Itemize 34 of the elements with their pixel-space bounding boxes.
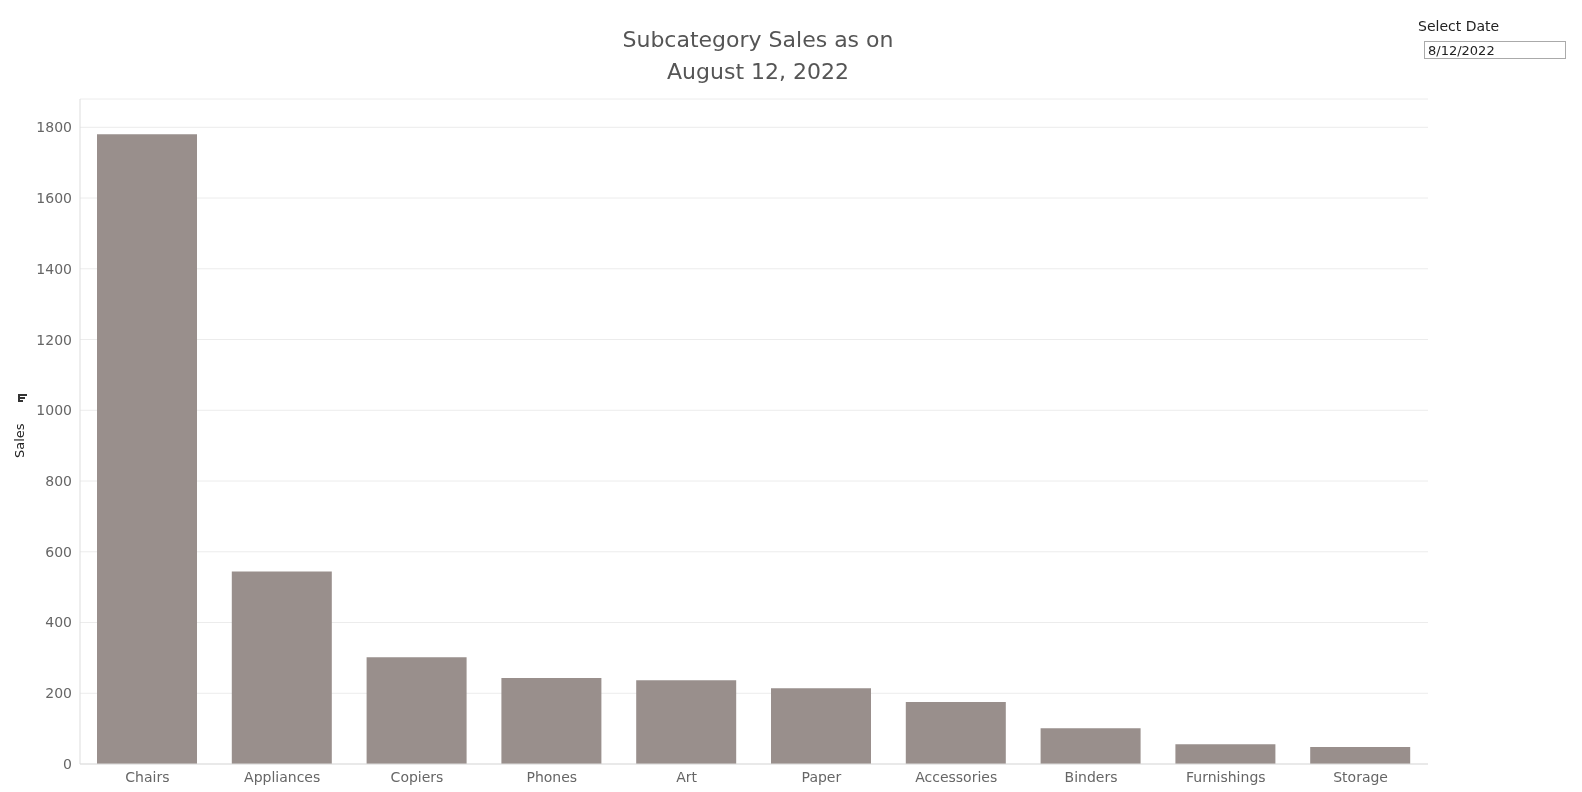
y-tick-label: 1200 <box>36 331 72 348</box>
x-tick-label: Paper <box>801 768 842 785</box>
date-input-field: 8/12/2022 <box>1424 41 1566 59</box>
bar <box>1175 744 1276 764</box>
x-tick-label: Chairs <box>125 768 170 785</box>
x-tick-label: Art <box>676 768 698 785</box>
chart-title: Subcategory Sales as on August 12, 2022 <box>621 26 895 86</box>
y-tick-label: 400 <box>45 614 72 631</box>
y-axis-title: Sales <box>12 423 27 458</box>
text: Select Date <box>1418 18 1500 34</box>
y-tick-label: 0 <box>63 755 72 772</box>
bar <box>366 657 467 764</box>
y-tick-label: 1000 <box>36 402 72 419</box>
x-tick-label: Accessories <box>915 768 998 785</box>
x-tick-label: Appliances <box>244 768 321 785</box>
y-tick-label: 600 <box>45 543 72 560</box>
bar <box>771 688 871 764</box>
y-tick-label: 200 <box>45 685 72 702</box>
x-tick-label: Binders <box>1064 768 1118 785</box>
bar <box>636 680 737 764</box>
x-tick-label: Copiers <box>390 768 444 785</box>
y-tick-label: 800 <box>45 472 72 489</box>
bar <box>1310 747 1411 764</box>
bar <box>231 571 332 764</box>
x-tick-label: Phones <box>526 768 578 785</box>
y-tick-label: 1800 <box>36 119 72 136</box>
x-tick-label: Storage <box>1333 768 1388 785</box>
bar <box>97 134 197 764</box>
bar <box>501 678 602 764</box>
bar <box>1040 728 1141 764</box>
x-tick-label: Furnishings <box>1186 768 1266 785</box>
y-tick-label: 1400 <box>36 260 72 277</box>
y-tick-label: 1600 <box>36 190 72 207</box>
bar <box>905 702 1006 764</box>
